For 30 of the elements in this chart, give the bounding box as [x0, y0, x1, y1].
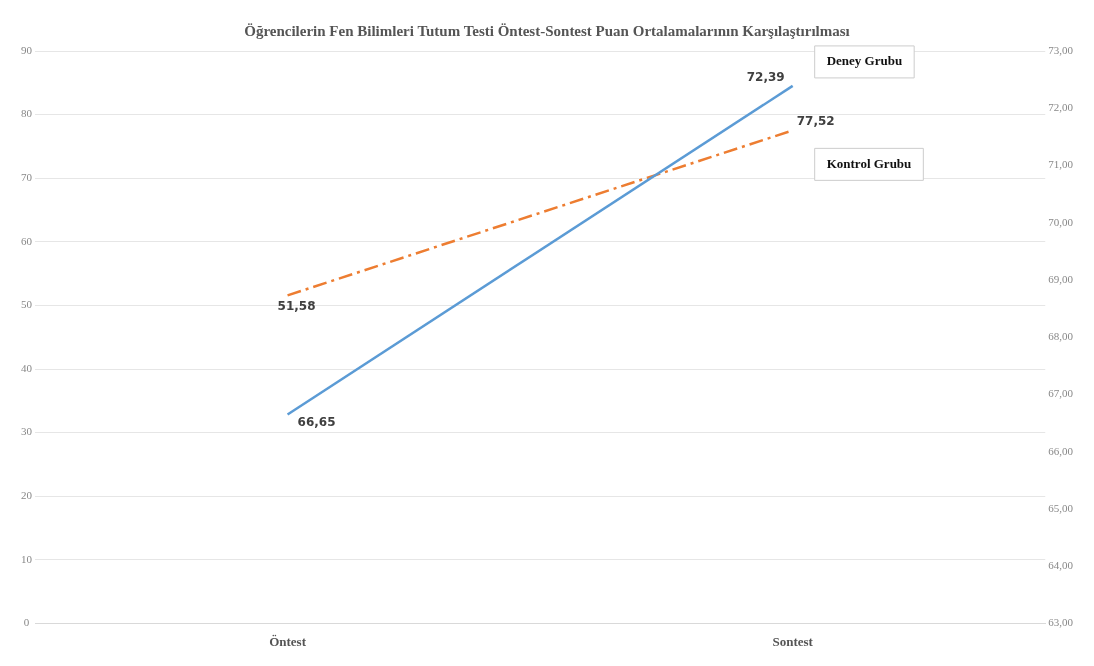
data-label: 66,65 — [297, 414, 336, 429]
y-tick-label: 20 — [21, 489, 33, 502]
y-tick-label: 40 — [21, 361, 33, 374]
y2-tick-label: 70,00 — [1048, 215, 1074, 228]
y-tick-label: 80 — [21, 107, 33, 120]
y2-tick-label: 71,00 — [1048, 158, 1074, 171]
y2-tick-label: 63,00 — [1048, 616, 1074, 629]
y2-tick-label: 64,00 — [1048, 559, 1074, 572]
y-tick-label: 70 — [21, 171, 33, 184]
x-tick-label: Sontest — [772, 633, 814, 649]
y-tick-label: 60 — [21, 234, 33, 247]
y-tick-label: 0 — [23, 616, 30, 629]
y-tick-label: 30 — [21, 425, 33, 438]
data-label: 72,39 — [746, 70, 785, 85]
y2-tick-label: 69,00 — [1048, 272, 1074, 285]
y-tick-label: 50 — [21, 298, 33, 311]
text: Kontrol Grubu — [826, 155, 912, 171]
text: Deney Grubu — [826, 53, 903, 69]
y2-tick-label: 66,00 — [1048, 444, 1074, 457]
y2-tick-label: 67,00 — [1048, 387, 1074, 400]
x-tick-label: Öntest — [269, 633, 307, 649]
y-tick-label: 90 — [21, 43, 33, 56]
y-tick-label: 10 — [21, 552, 33, 565]
y2-tick-label: 68,00 — [1048, 330, 1074, 343]
y2-tick-label: 65,00 — [1048, 501, 1074, 514]
chart-title: Öğrencilerin Fen Bilimleri Tutum Testi Öntest-Sontest Puan Ortalamalarının Karşılaştırılması — [244, 22, 850, 39]
data-label: 77,52 — [796, 114, 835, 129]
y2-tick-label: 73,00 — [1048, 43, 1074, 56]
data-label: 51,58 — [277, 299, 316, 314]
y2-tick-label: 72,00 — [1048, 101, 1074, 114]
